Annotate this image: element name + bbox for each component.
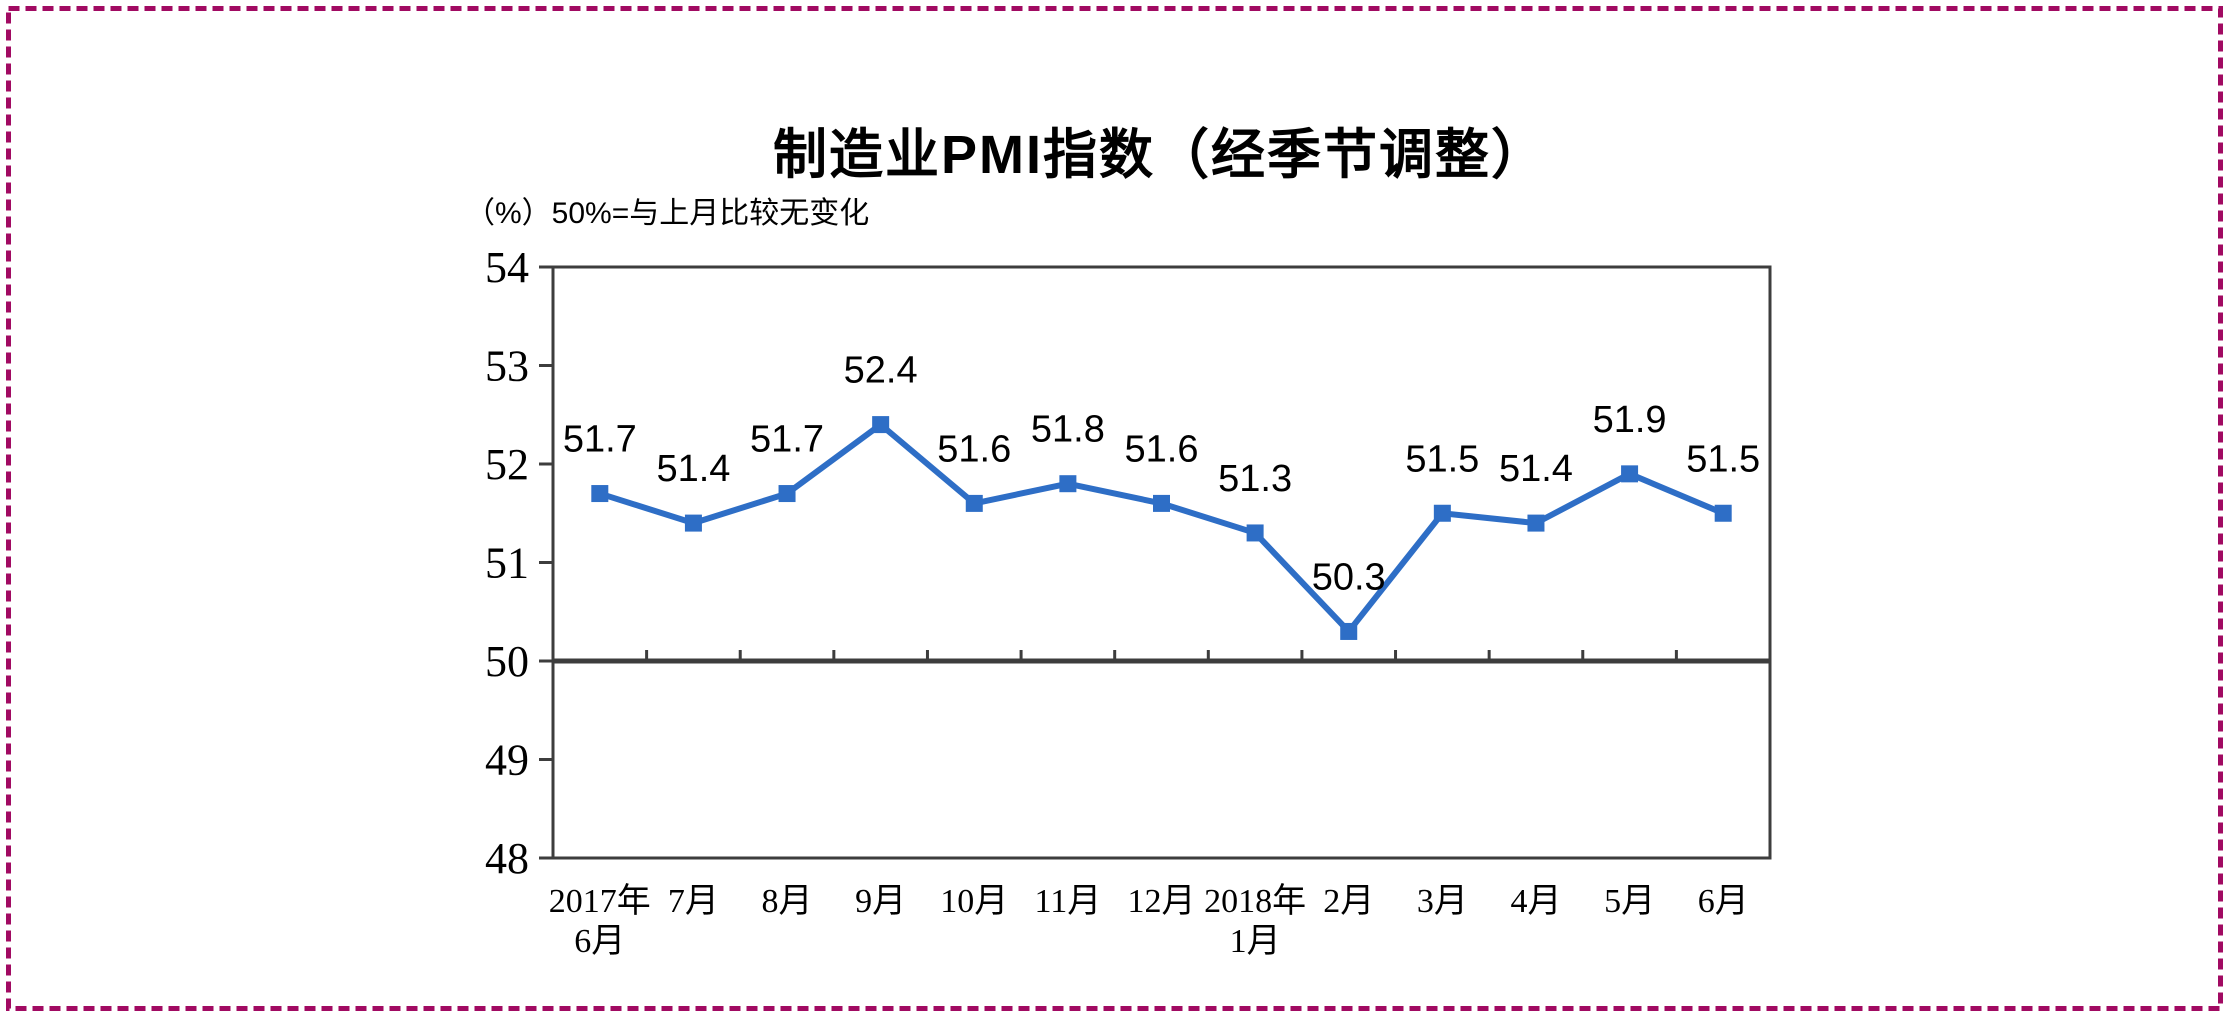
x-tick-label: 5月 [1604,883,1655,920]
x-tick-label: 2018年 1月 [1204,882,1306,960]
data-value-label: 51.4 [1499,448,1573,490]
data-value-label: 51.5 [1405,438,1479,480]
data-point-marker [1621,465,1639,483]
y-tick-label: 54 [485,243,529,292]
data-value-label: 51.3 [1218,458,1292,500]
data-point-marker [1340,622,1358,640]
x-tick-label: 8月 [762,883,813,920]
data-point-marker [1714,504,1732,522]
y-tick-label: 50 [485,637,529,686]
x-tick-label: 10月 [940,883,1008,920]
x-tick-label: 7月 [668,883,719,920]
x-tick-label: 3月 [1417,883,1468,920]
data-value-label: 51.4 [656,448,730,490]
plot-border [551,265,1772,860]
x-tick-label: 11月 [1035,883,1102,920]
data-point-marker [1527,514,1545,532]
x-tick-label: 6月 [1698,883,1749,920]
data-value-label: 51.9 [1593,399,1667,441]
data-value-label: 51.8 [1031,409,1105,451]
data-point-marker [872,416,890,434]
y-tick-label: 48 [485,834,529,883]
y-tick-label: 51 [485,539,529,588]
dashed-border-frame [6,6,2223,1011]
chart-title: 制造业PMI指数（经季节调整） [772,125,1547,185]
data-value-label: 50.3 [1312,556,1386,598]
data-value-label: 51.6 [937,428,1011,470]
axis-unit-note: （%）50%=与上月比较无变化 [465,197,870,230]
x-tick-label: 12月 [1128,883,1196,920]
data-point-marker [778,485,796,503]
y-tick-label: 53 [485,342,529,391]
data-value-label: 51.7 [563,419,637,461]
data-value-label: 51.6 [1125,428,1199,470]
data-point-marker [1153,494,1170,512]
data-point-marker [1059,475,1077,493]
data-point-marker [965,494,983,512]
data-point-marker [591,485,609,503]
data-value-label: 51.5 [1686,438,1760,480]
data-point-marker [1246,524,1264,542]
x-tick-label: 4月 [1510,883,1561,920]
x-tick-label: 2017年 6月 [549,882,651,960]
data-point-marker [684,514,702,532]
data-value-label: 52.4 [844,350,918,392]
y-tick-label: 49 [485,736,529,785]
y-tick-label: 52 [485,440,529,489]
data-value-label: 51.7 [750,419,824,461]
x-tick-label: 2月 [1323,883,1374,920]
x-tick-label: 9月 [855,883,906,920]
data-point-marker [1433,504,1451,522]
